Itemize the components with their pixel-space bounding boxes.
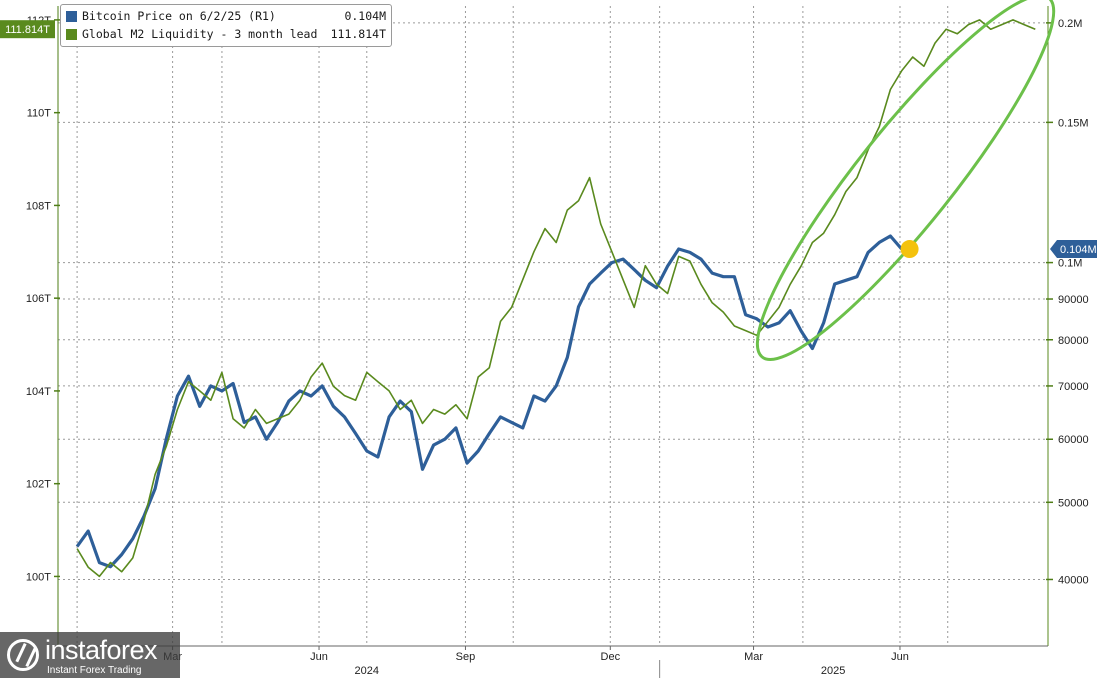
legend-label: Global M2 Liquidity - 3 month lead (L1): [82, 27, 325, 41]
legend-value: 111.814T: [330, 27, 386, 41]
x-axis-year-label: 2025: [821, 665, 845, 677]
right-axis-tick-label: 70000: [1058, 381, 1089, 393]
legend-swatch-m2: [66, 28, 77, 40]
left-axis-tick-label: 102T: [26, 479, 51, 491]
right-axis-tick-label: 0.15M: [1058, 117, 1089, 129]
right-axis-tick-label: 90000: [1058, 294, 1089, 306]
watermark-brand: instaforex: [45, 635, 158, 665]
grid: [58, 6, 1048, 646]
right-last-value-tag-bg: [1050, 240, 1097, 259]
watermark: instaforex Instant Forex Trading: [0, 632, 180, 678]
x-axis-tick-label: Mar: [744, 651, 763, 663]
right-axis-tick-label: 0.2M: [1058, 18, 1082, 30]
left-axis-tick-label: 100T: [26, 571, 51, 583]
right-last-value-tag: 0.104M: [1060, 244, 1097, 256]
x-axis-tick-label: Jun: [891, 651, 909, 663]
x-axis-year-label: 2024: [355, 665, 379, 677]
right-axis-tick-label: 50000: [1058, 497, 1089, 509]
latest-point-marker: [900, 240, 919, 259]
left-axis-tick-label: 108T: [26, 200, 51, 212]
right-axis-tick-label: 60000: [1058, 434, 1089, 446]
legend-item-m2: Global M2 Liquidity - 3 month lead (L1) …: [66, 25, 386, 43]
brand-logo-icon: [7, 639, 39, 671]
legend-value: 0.104M: [344, 9, 386, 23]
axes: 100T102T104T106T108T110T112T400005000060…: [26, 6, 1089, 678]
legend-label: Bitcoin Price on 6/2/25 (R1): [82, 9, 276, 23]
x-axis-tick-label: Sep: [456, 651, 476, 663]
left-last-value-tag-bg: [0, 20, 55, 39]
series-line-bitcoin: [75, 234, 903, 569]
chart-legend: Bitcoin Price on 6/2/25 (R1) 0.104M Glob…: [60, 4, 392, 47]
highlight-ellipse: [755, 0, 1056, 361]
legend-swatch-bitcoin: [66, 10, 77, 22]
annotations: 111.814T 0.104M: [0, 0, 1097, 361]
series-line-m2: [76, 19, 1036, 578]
left-axis-tick-label: 110T: [27, 108, 52, 120]
legend-item-bitcoin: Bitcoin Price on 6/2/25 (R1) 0.104M: [66, 7, 386, 25]
left-last-value-tag: 111.814T: [5, 24, 50, 36]
right-axis-tick-label: 40000: [1058, 574, 1089, 586]
left-axis-tick-label: 104T: [26, 386, 51, 398]
left-axis-tick-label: 106T: [26, 293, 51, 305]
watermark-subtitle: Instant Forex Trading: [47, 665, 142, 676]
x-axis-tick-label: Jun: [310, 651, 328, 663]
x-axis-tick-label: Dec: [601, 651, 621, 663]
right-axis-tick-label: 0.1M: [1058, 258, 1082, 270]
right-axis-tick-label: 80000: [1058, 335, 1089, 347]
series: [75, 19, 1036, 578]
